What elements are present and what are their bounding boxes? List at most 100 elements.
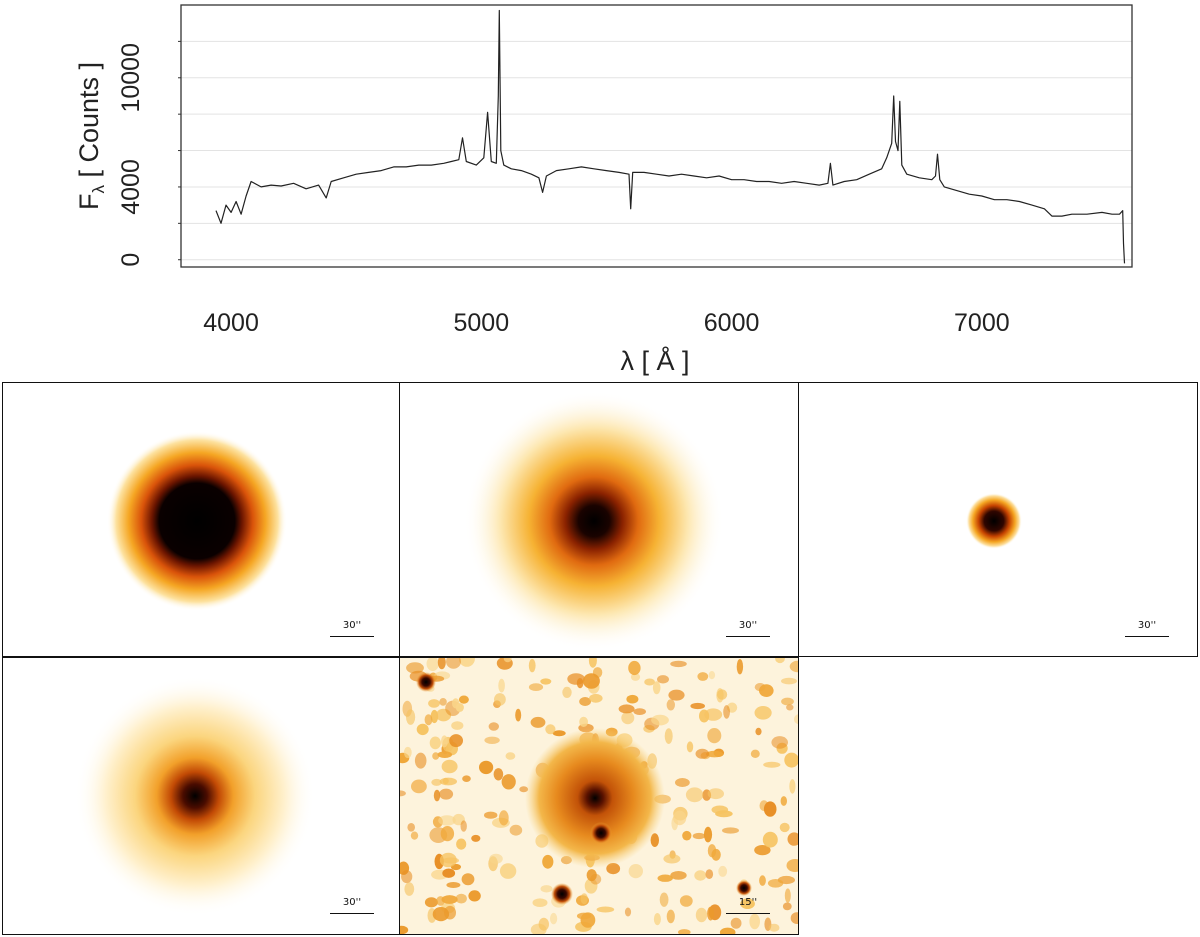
noise-blob: [403, 746, 412, 759]
image-panel-1: 30'': [2, 382, 400, 657]
noise-blob: [782, 902, 792, 911]
noise-blob: [781, 677, 797, 685]
noise-blob: [668, 689, 685, 701]
source-image-5: [400, 658, 798, 934]
noise-blob: [790, 912, 798, 924]
noise-blob: [659, 892, 669, 907]
noise-blob: [532, 898, 548, 907]
noise-blob: [694, 870, 707, 881]
noise-blob: [442, 868, 456, 878]
image-panel-2: 30'': [399, 382, 799, 657]
noise-blob: [690, 702, 705, 710]
noise-blob: [433, 789, 441, 802]
noise-blob: [530, 716, 546, 728]
noise-blob: [786, 704, 794, 711]
noise-blob: [499, 863, 517, 879]
source-image-3: [966, 493, 1022, 549]
noise-blob: [679, 895, 693, 907]
noise-blob: [428, 699, 440, 708]
noise-blob: [471, 834, 481, 842]
noise-blob: [528, 683, 544, 691]
noise-blob: [767, 879, 784, 888]
noise-blob: [528, 658, 536, 673]
noise-blob: [452, 698, 460, 709]
noise-blob: [406, 662, 424, 674]
noise-blob: [628, 864, 643, 879]
noise-blob: [789, 779, 796, 794]
noise-blob: [722, 827, 739, 834]
noise-blob: [432, 752, 440, 760]
noise-blob: [624, 907, 632, 917]
scale-bar-4: 30'': [330, 897, 374, 914]
y-axis-title-rest: [ Counts ]: [74, 62, 104, 185]
noise-blob: [794, 714, 798, 725]
noise-blob: [586, 869, 597, 882]
noise-blob: [468, 890, 481, 902]
noise-blob: [633, 708, 646, 715]
noise-blob: [707, 728, 722, 744]
noise-blob: [404, 882, 415, 896]
noise-blob: [789, 660, 798, 673]
noise-blob: [686, 741, 694, 753]
noise-blob: [762, 831, 778, 848]
noise-blob: [784, 888, 791, 903]
noise-blob: [401, 870, 413, 884]
noise-blob: [458, 658, 475, 667]
noise-blob: [763, 761, 781, 768]
noise-blob: [538, 917, 549, 931]
noise-blob: [697, 672, 709, 681]
noise-blob: [666, 699, 675, 711]
source-image-2: [464, 391, 724, 651]
noise-blob: [479, 760, 494, 775]
noise-blob: [438, 815, 456, 826]
noise-blob: [663, 854, 681, 864]
image-panel-4: 30'': [2, 657, 400, 935]
noise-blob: [449, 734, 463, 748]
y-tick-labels: 0 4000 10000: [117, 43, 145, 267]
noise-blob: [550, 912, 558, 925]
noise-blob: [707, 788, 724, 800]
noise-blob: [666, 909, 675, 924]
noise-blob: [493, 768, 504, 781]
noise-blob: [509, 824, 523, 836]
noise-blob: [695, 907, 708, 923]
noise-blob: [407, 823, 415, 832]
noise-blob: [540, 678, 552, 685]
noise-blob: [705, 869, 714, 879]
noise-blob: [685, 787, 704, 803]
noise-blob: [740, 898, 755, 909]
noise-blob: [707, 844, 717, 858]
noise-blob: [786, 859, 798, 872]
noise-blob: [703, 826, 713, 843]
scale-bar-5: 15'': [726, 897, 770, 914]
noise-blob: [441, 735, 448, 748]
noise-blob: [723, 705, 730, 719]
noise-blob: [768, 923, 780, 932]
noise-blob: [545, 724, 556, 735]
noise-blob: [424, 897, 438, 908]
noise-blob: [784, 752, 798, 768]
noise-blob: [552, 730, 566, 737]
noise-blob: [692, 832, 706, 840]
noise-blob: [505, 752, 516, 760]
noise-blob: [437, 751, 453, 758]
noise-blob: [582, 673, 600, 689]
noise-blob: [456, 838, 467, 850]
noise-blob: [780, 796, 787, 806]
noise-blob: [410, 831, 419, 840]
noise-blob: [771, 736, 788, 749]
noise-blob: [501, 774, 516, 790]
noise-blob: [489, 853, 503, 864]
y-axis-title-sub: λ: [89, 185, 108, 194]
noise-blob: [755, 727, 762, 736]
noise-blob: [416, 723, 429, 736]
noise-blob: [406, 709, 416, 725]
noise-blob: [562, 686, 572, 698]
y-tick-label: 10000: [117, 43, 145, 113]
noise-blob: [580, 893, 588, 905]
noise-blob: [628, 660, 641, 676]
noise-blob: [462, 775, 471, 782]
noise-blob: [488, 722, 499, 731]
noise-blob: [704, 708, 723, 721]
noise-blob: [540, 885, 553, 893]
